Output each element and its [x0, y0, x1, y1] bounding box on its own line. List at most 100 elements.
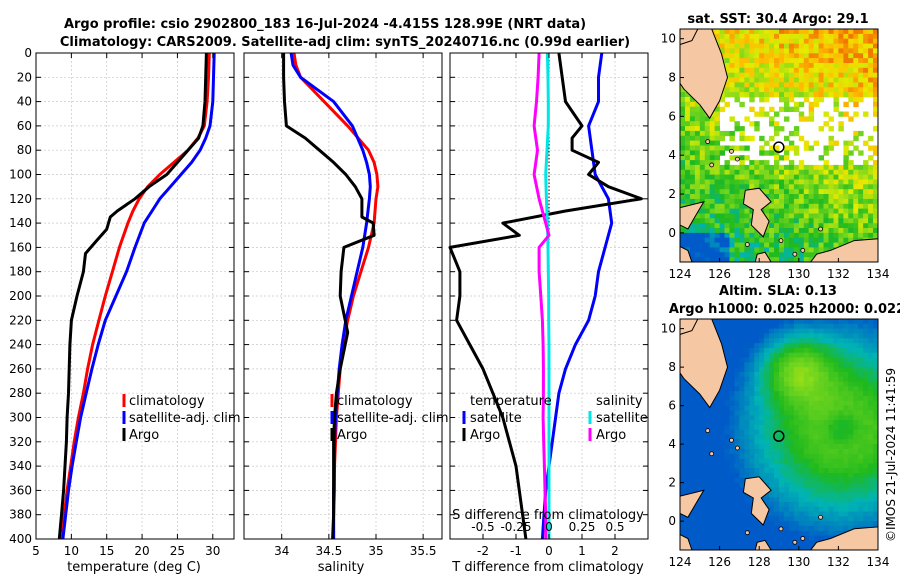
map-cell — [744, 323, 750, 329]
map-cell — [754, 67, 760, 74]
map-cell — [843, 482, 849, 488]
map-cell — [699, 477, 706, 483]
map-cell — [868, 376, 874, 382]
map-cell — [729, 343, 735, 349]
map-cell — [813, 506, 819, 512]
map-cell — [685, 242, 691, 248]
map-cell — [793, 179, 800, 185]
map-cell — [699, 203, 706, 210]
map-cell — [798, 328, 805, 334]
map-cell — [853, 376, 859, 382]
map-cell — [739, 511, 745, 517]
map-cell — [798, 213, 805, 219]
salinity-axis-label: salinity — [318, 560, 365, 575]
map-cell — [680, 242, 686, 248]
map-cell — [685, 228, 691, 234]
map-cell — [818, 391, 824, 397]
map-cell — [838, 487, 844, 493]
map-cell — [788, 237, 795, 243]
map-cell — [793, 87, 800, 93]
map-cell — [784, 434, 790, 440]
map-cell — [838, 405, 844, 411]
map-cell — [833, 203, 839, 210]
map-cell — [793, 511, 800, 517]
map-cell — [744, 82, 750, 88]
map-cell — [848, 477, 854, 483]
legend-argo-label: Argo — [337, 428, 367, 443]
map-cell — [769, 63, 775, 69]
map-cell — [808, 439, 815, 445]
map-cell — [774, 444, 780, 450]
map-cell — [739, 444, 745, 450]
map-cell — [714, 501, 720, 508]
map-cell — [714, 135, 720, 142]
map-cell — [769, 540, 775, 546]
map-cell — [793, 434, 800, 440]
map-cell — [788, 87, 795, 93]
map-cell — [848, 367, 854, 373]
map-cell — [749, 232, 755, 239]
map-cell — [818, 223, 824, 229]
map-cell — [754, 92, 760, 98]
map-cell — [719, 169, 725, 176]
map-cell — [739, 63, 745, 69]
map-cell — [689, 448, 696, 455]
map-cell — [694, 415, 701, 421]
map-cell — [793, 101, 800, 108]
map-cell — [784, 328, 790, 334]
map-cell — [769, 477, 775, 483]
map-cell — [853, 232, 859, 239]
map-cell — [685, 444, 691, 450]
map-cell — [818, 213, 824, 219]
map-cell — [843, 213, 849, 219]
map-cell — [838, 434, 844, 440]
map-cell — [784, 198, 790, 205]
map-cell — [823, 381, 829, 387]
map-cell — [868, 367, 874, 373]
map-cell — [858, 223, 864, 229]
map-cell — [759, 410, 765, 416]
map-cell — [739, 184, 745, 190]
map-cell — [788, 228, 795, 234]
map-cell — [813, 203, 819, 210]
map-cell — [784, 376, 790, 382]
map-cell — [709, 208, 716, 214]
map-cell — [788, 525, 795, 532]
map-cell — [699, 174, 706, 180]
map-cell — [798, 405, 805, 411]
map-cell — [798, 367, 805, 373]
map-cell — [709, 540, 716, 546]
map-cell — [739, 492, 745, 498]
map-cell — [714, 444, 720, 450]
map-cell — [853, 328, 859, 334]
map-cell — [803, 228, 810, 234]
map-cell — [769, 396, 775, 402]
map-cell — [813, 362, 819, 368]
map-cell — [808, 228, 815, 234]
map-cell — [858, 371, 864, 378]
map-cell — [749, 400, 755, 406]
map-cell — [843, 194, 849, 200]
map-cell — [749, 424, 755, 431]
map-cell — [823, 405, 829, 411]
map-cell — [808, 376, 815, 382]
map-cell — [719, 463, 725, 469]
map-cell — [764, 72, 770, 78]
map-cell — [694, 198, 701, 205]
map-cell — [779, 164, 785, 171]
map-cell — [759, 463, 765, 469]
map-cell — [833, 420, 839, 426]
map-cell — [808, 540, 815, 546]
map-cell — [863, 487, 869, 493]
map-cell — [863, 208, 869, 214]
map-cell — [685, 463, 691, 469]
map-cell — [873, 160, 879, 166]
map-cell — [823, 87, 829, 93]
map-cell — [848, 497, 854, 503]
map-cell — [779, 338, 785, 344]
map-cell — [764, 521, 770, 527]
map-cell — [848, 347, 854, 354]
map-cell — [714, 530, 720, 536]
map-cell — [734, 492, 740, 498]
map-cell — [754, 323, 760, 329]
